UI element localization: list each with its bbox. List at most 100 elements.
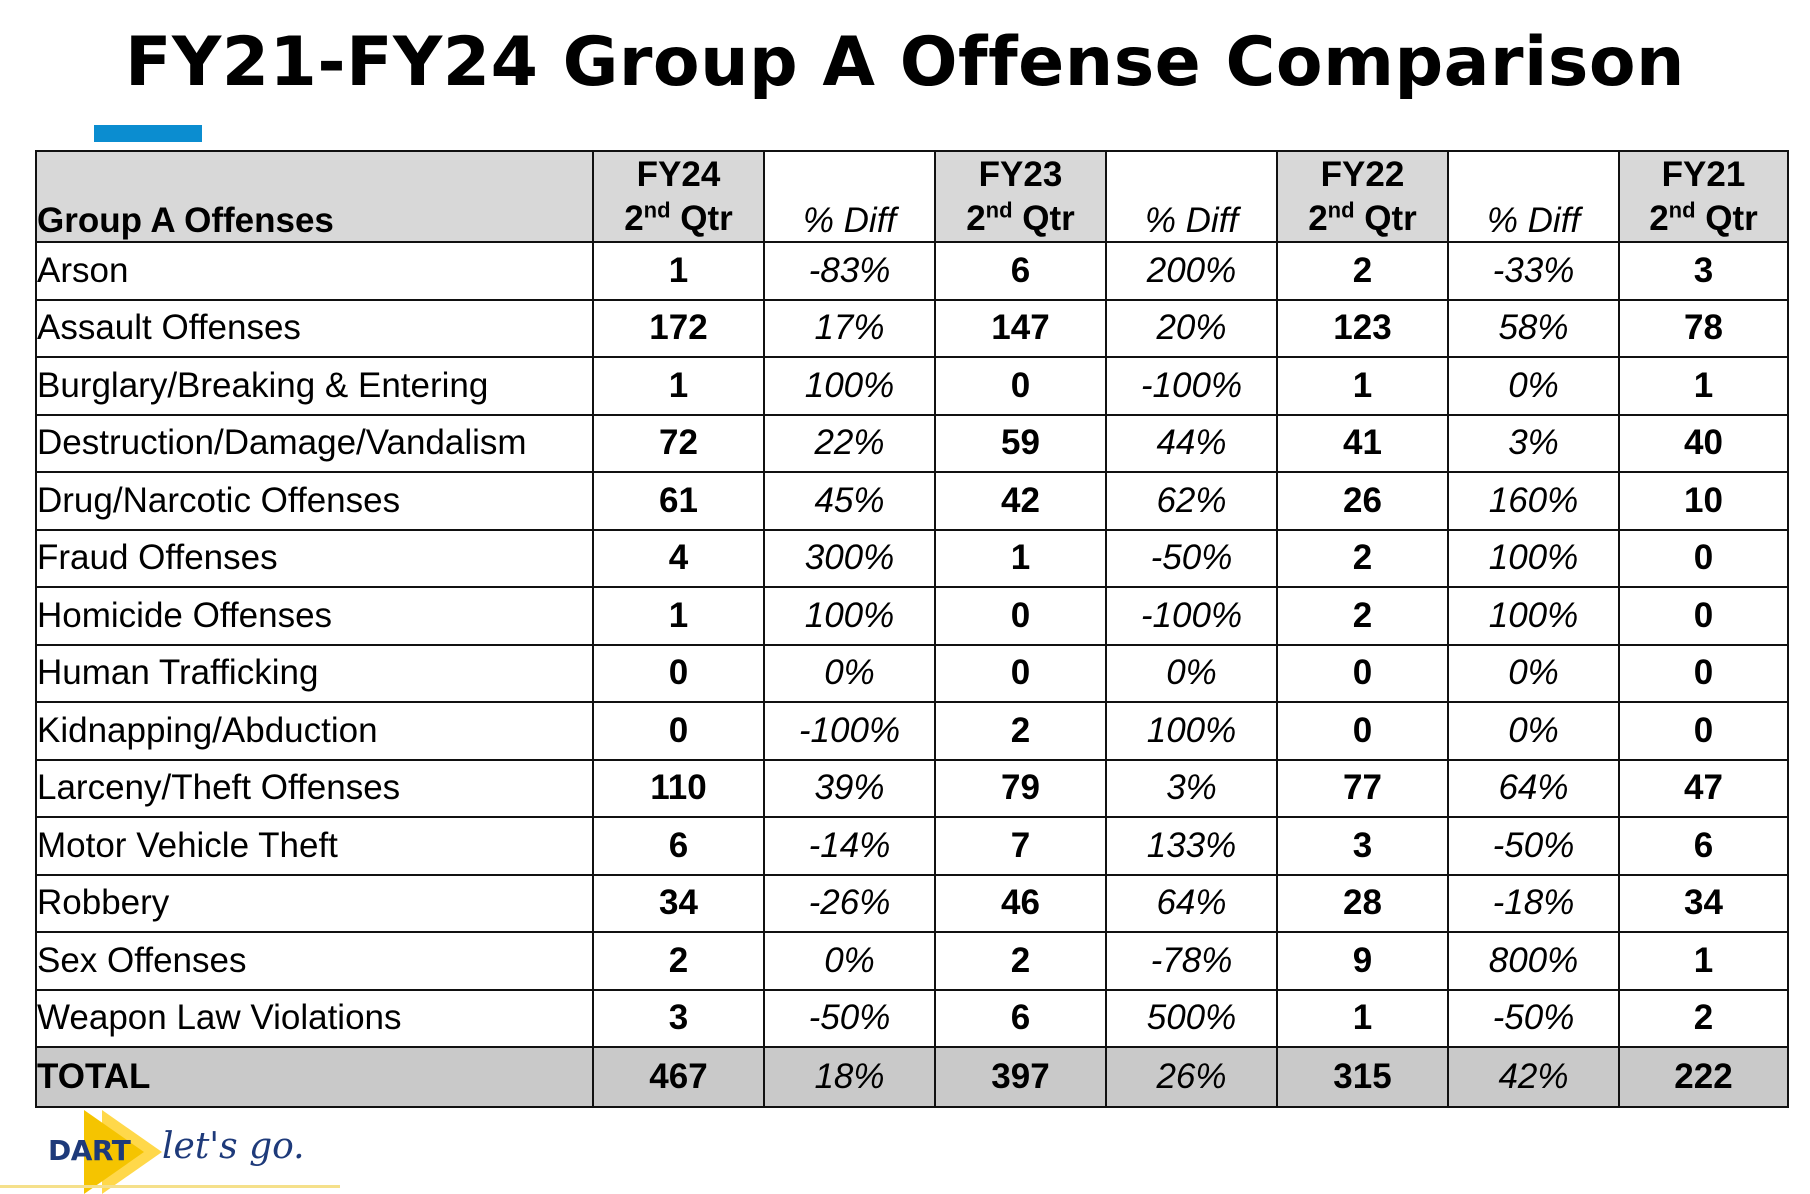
table-row: Burglary/Breaking & Entering 1 100% 0 -100% 1… [35,356,1789,416]
fy22-value: 123 [1276,298,1449,358]
header-diff-1: % Diff [763,150,936,243]
diff-3-value: 64% [1447,758,1620,818]
header-group-a-offenses: Group A Offenses [35,150,594,243]
diff-2-value: 200% [1105,241,1278,301]
fy21-value: 3 [1618,241,1789,301]
total-label: TOTAL [35,1046,594,1108]
diff-2-value: -100% [1105,586,1278,646]
diff-1-value: 300% [763,528,936,588]
fy21-value: 10 [1618,471,1789,531]
fy21-value: 1 [1618,931,1789,991]
header-fy24-qtr: FY24 2nd Qtr [592,150,765,243]
diff-3-value: -50% [1447,816,1620,876]
fy24-value: 72 [592,413,765,473]
total-fy22: 315 [1276,1046,1449,1108]
table-row: Motor Vehicle Theft 6 -14% 7 133% 3 -50% 6 [35,816,1789,876]
fy21-value: 78 [1618,298,1789,358]
fy22-value: 1 [1276,356,1449,416]
diff-1-value: 45% [763,471,936,531]
fy22-value: 26 [1276,471,1449,531]
fy23-value: 2 [934,931,1107,991]
page-title: FY21-FY24 Group A Offense Comparison [125,23,1685,102]
total-diff-1: 18% [763,1046,936,1108]
offense-name: Sex Offenses [35,931,594,991]
fy21-value: 47 [1618,758,1789,818]
fy23-value: 0 [934,643,1107,703]
diff-2-value: 133% [1105,816,1278,876]
fy24-value: 1 [592,586,765,646]
fy23-value: 0 [934,586,1107,646]
table-row: Drug/Narcotic Offenses 61 45% 42 62% 26 160% 10 [35,471,1789,531]
fy24-value: 2 [592,931,765,991]
table-row: Weapon Law Violations 3 -50% 6 500% 1 -50% 2 [35,988,1789,1048]
diff-3-value: 160% [1447,471,1620,531]
table-row: Destruction/Damage/Vandalism 72 22% 59 44% 41… [35,413,1789,473]
table-row: Sex Offenses 2 0% 2 -78% 9 800% 1 [35,931,1789,991]
offense-name: Motor Vehicle Theft [35,816,594,876]
table-row: Fraud Offenses 4 300% 1 -50% 2 100% 0 [35,528,1789,588]
diff-1-value: 39% [763,758,936,818]
fy24-value: 0 [592,643,765,703]
footer-line [0,1185,340,1188]
offense-name: Larceny/Theft Offenses [35,758,594,818]
table-row: Kidnapping/Abduction 0 -100% 2 100% 0 0% 0 [35,701,1789,761]
diff-2-value: 3% [1105,758,1278,818]
table-row: Robbery 34 -26% 46 64% 28 -18% 34 [35,873,1789,933]
table-row: Human Trafficking 0 0% 0 0% 0 0% 0 [35,643,1789,703]
fy21-value: 0 [1618,643,1789,703]
fy24-value: 1 [592,356,765,416]
fy23-value: 6 [934,241,1107,301]
fy22-value: 41 [1276,413,1449,473]
fy23-value: 79 [934,758,1107,818]
table-row: Larceny/Theft Offenses 110 39% 79 3% 77 64% 47 [35,758,1789,818]
diff-2-value: 100% [1105,701,1278,761]
diff-2-value: -50% [1105,528,1278,588]
table-total-row: TOTAL 467 18% 397 26% 315 42% 222 [35,1046,1789,1108]
fy21-value: 2 [1618,988,1789,1048]
offense-name: Human Trafficking [35,643,594,703]
fy22-value: 3 [1276,816,1449,876]
diff-2-value: -78% [1105,931,1278,991]
table-row: Homicide Offenses 1 100% 0 -100% 2 100% 0 [35,586,1789,646]
table-row: Arson 1 -83% 6 200% 2 -33% 3 [35,241,1789,301]
fy23-value: 46 [934,873,1107,933]
diff-2-value: 44% [1105,413,1278,473]
offense-name: Arson [35,241,594,301]
header-diff-2: % Diff [1105,150,1278,243]
offense-comparison-table: Group A Offenses FY24 2nd Qtr % Diff FY2… [35,150,1789,1108]
total-diff-3: 42% [1447,1046,1620,1108]
fy24-value: 0 [592,701,765,761]
diff-3-value: 58% [1447,298,1620,358]
total-fy24: 467 [592,1046,765,1108]
fy22-value: 0 [1276,701,1449,761]
diff-2-value: 500% [1105,988,1278,1048]
offense-name: Destruction/Damage/Vandalism [35,413,594,473]
header-fy23-qtr: FY23 2nd Qtr [934,150,1107,243]
diff-3-value: 100% [1447,586,1620,646]
logo-chevron-icon-front [84,1110,144,1194]
total-fy23: 397 [934,1046,1107,1108]
accent-bar [94,125,202,142]
diff-1-value: -14% [763,816,936,876]
diff-3-value: 100% [1447,528,1620,588]
fy23-value: 147 [934,298,1107,358]
offense-name: Burglary/Breaking & Entering [35,356,594,416]
fy24-value: 34 [592,873,765,933]
diff-3-value: 3% [1447,413,1620,473]
diff-3-value: 800% [1447,931,1620,991]
fy23-value: 42 [934,471,1107,531]
offense-name: Drug/Narcotic Offenses [35,471,594,531]
diff-3-value: -18% [1447,873,1620,933]
fy21-value: 0 [1618,586,1789,646]
fy21-value: 6 [1618,816,1789,876]
diff-3-value: 0% [1447,701,1620,761]
diff-1-value: 22% [763,413,936,473]
total-diff-2: 26% [1105,1046,1278,1108]
fy22-value: 77 [1276,758,1449,818]
fy24-value: 172 [592,298,765,358]
header-diff-3: % Diff [1447,150,1620,243]
fy24-value: 1 [592,241,765,301]
fy23-value: 59 [934,413,1107,473]
fy24-value: 110 [592,758,765,818]
fy21-value: 0 [1618,528,1789,588]
